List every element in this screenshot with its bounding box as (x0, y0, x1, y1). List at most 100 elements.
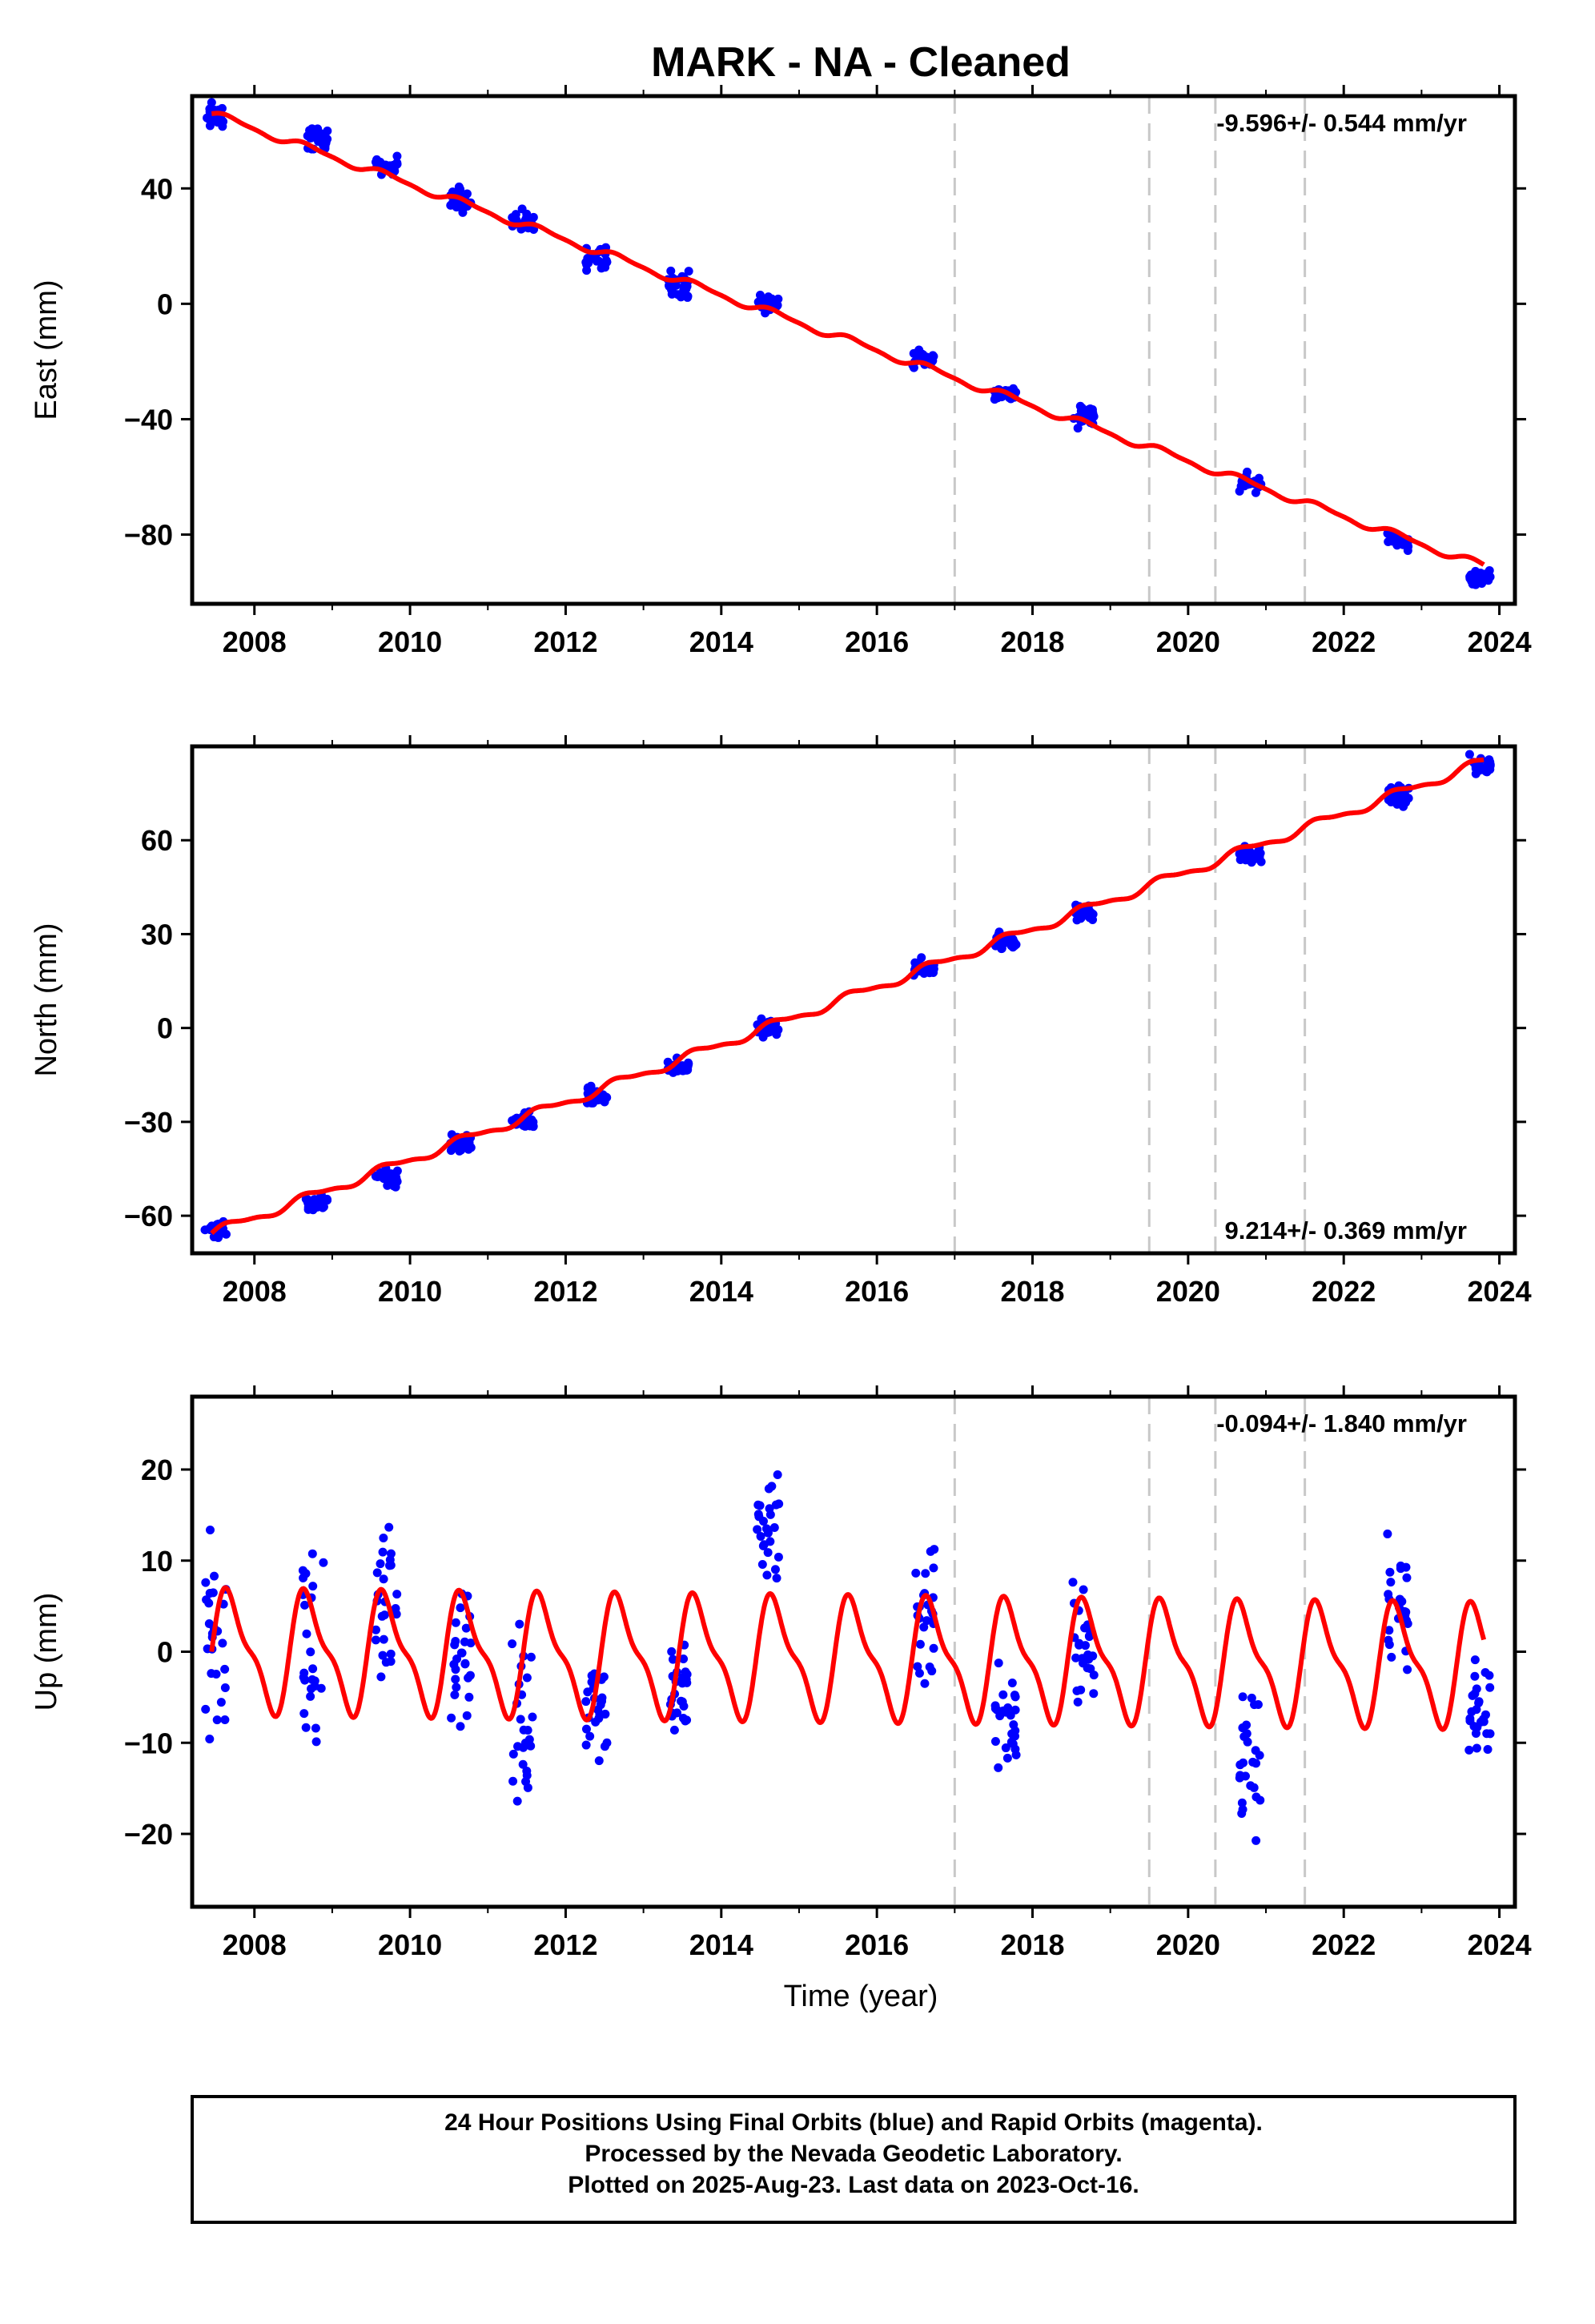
data-point (299, 1709, 309, 1719)
caption-line-2: Processed by the Nevada Geodetic Laborat… (585, 2141, 1122, 2167)
model-fit-line (211, 111, 1485, 567)
data-point (1075, 1640, 1084, 1650)
y-axis-label: East (mm) (30, 279, 63, 420)
data-point (1479, 765, 1489, 774)
y-axis-label: Up (mm) (30, 1593, 63, 1711)
data-point (466, 1638, 476, 1648)
data-point (763, 1528, 773, 1538)
data-point (300, 1600, 310, 1610)
panel-frame (190, 94, 1517, 606)
data-point (581, 1697, 591, 1707)
data-point (220, 1664, 230, 1674)
data-point (1006, 1737, 1016, 1747)
data-point (1482, 570, 1492, 580)
data-point (312, 1197, 322, 1207)
data-point (678, 1714, 688, 1723)
data-point (913, 1662, 922, 1671)
panel-up: 2008 2010 2012 2014 2016 2018 2020 2022 20242010… (30, 1385, 1532, 1961)
data-point (311, 1723, 320, 1733)
figure-title: MARK - NA - Cleaned (651, 39, 1071, 86)
data-point (585, 1731, 595, 1741)
data-point (392, 151, 402, 161)
data-point (1469, 1722, 1479, 1731)
x-tick-label: 2024 (1468, 625, 1532, 658)
data-point (758, 1517, 768, 1526)
x-tick-label: 2020 (1156, 1928, 1220, 1961)
data-point (914, 1668, 924, 1678)
x-tick-label: 2016 (845, 625, 909, 658)
data-point (773, 1470, 782, 1479)
data-point (998, 1690, 1008, 1699)
data-point (1073, 1697, 1083, 1707)
data-point (1385, 1567, 1395, 1577)
data-point (1472, 1743, 1481, 1753)
data-point (1467, 1707, 1476, 1716)
data-point (1472, 1684, 1481, 1694)
data-layer (203, 98, 1495, 589)
data-point (666, 266, 676, 275)
data-point (523, 1725, 532, 1735)
data-point (757, 1029, 767, 1039)
data-point (218, 1638, 227, 1648)
data-point (525, 214, 535, 223)
data-point (765, 1027, 774, 1037)
x-tick-label: 2008 (223, 1928, 287, 1961)
data-point (380, 1610, 389, 1620)
data-point (601, 255, 611, 265)
data-point (453, 200, 463, 210)
data-point (679, 1655, 689, 1664)
data-point (1402, 1573, 1412, 1582)
data-point (391, 1182, 400, 1192)
data-point (462, 189, 472, 199)
data-point (770, 1565, 780, 1574)
data-point (528, 1712, 537, 1722)
data-point (378, 1547, 388, 1557)
data-point (772, 1574, 781, 1583)
data-point (1238, 1692, 1247, 1702)
x-tick-label: 2014 (689, 1275, 753, 1308)
data-point (1251, 488, 1260, 497)
data-point (1010, 1691, 1019, 1700)
data-point (600, 1742, 609, 1751)
data-point (586, 1081, 596, 1091)
data-point (668, 1655, 677, 1664)
data-point (372, 1568, 382, 1578)
data-point (1482, 1729, 1492, 1739)
data-point (1084, 1631, 1094, 1641)
data-point (302, 1629, 311, 1638)
data-point (1246, 1781, 1256, 1791)
data-point (1480, 1667, 1490, 1677)
data-point (1387, 1652, 1396, 1662)
y-tick-label: −20 (124, 1818, 173, 1851)
data-point (207, 1669, 216, 1679)
data-point (1073, 424, 1083, 433)
data-point (201, 1704, 211, 1714)
data-point (1011, 939, 1021, 949)
data-point (1089, 1671, 1099, 1680)
data-point (1071, 1653, 1081, 1663)
y-tick-label: −30 (124, 1106, 173, 1139)
data-point (925, 1663, 934, 1672)
data-point (456, 1722, 465, 1731)
data-point (1079, 1585, 1088, 1594)
x-tick-label: 2012 (533, 625, 597, 658)
data-point (447, 1713, 456, 1723)
data-point (516, 1715, 525, 1724)
y-tick-label: 30 (141, 918, 173, 951)
data-point (1088, 915, 1098, 925)
data-point (378, 1651, 388, 1660)
data-point (677, 1697, 687, 1707)
data-point (1386, 1578, 1396, 1587)
data-point (581, 1724, 591, 1734)
data-point (379, 1574, 388, 1584)
data-layer (200, 750, 1495, 1242)
model-fit-line (209, 1585, 1487, 1732)
data-point (308, 1582, 318, 1591)
y-tick-label: 0 (157, 1636, 173, 1669)
data-point (669, 1068, 678, 1077)
data-point (582, 266, 592, 275)
data-point (392, 1590, 402, 1599)
data-point (909, 363, 918, 372)
data-point (213, 118, 223, 127)
